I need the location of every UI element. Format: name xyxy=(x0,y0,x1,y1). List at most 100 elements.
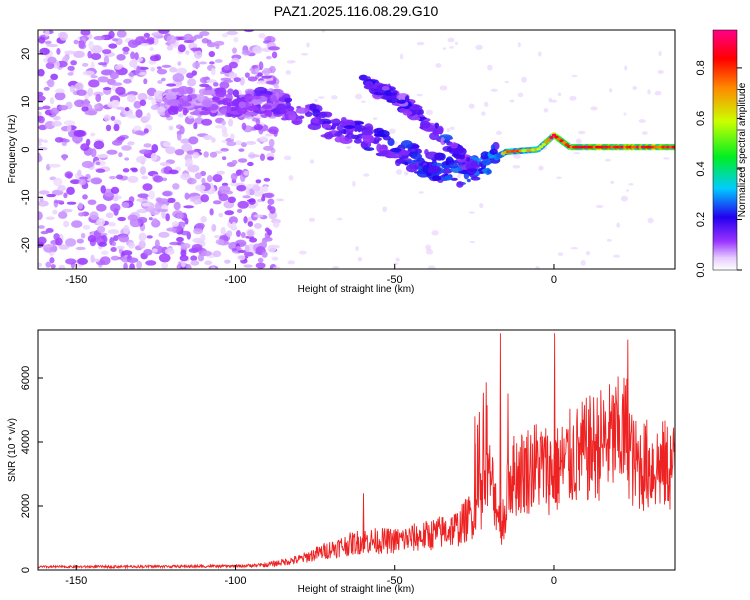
heatmap-cell xyxy=(166,45,174,51)
heatmap-cell xyxy=(75,246,86,251)
heatmap-cell xyxy=(192,152,200,159)
heatmap-cell xyxy=(402,110,413,116)
heatmap-cell xyxy=(671,145,675,149)
heatmap-cell xyxy=(404,161,409,166)
heatmap-cell xyxy=(613,254,621,258)
heatmap-cell xyxy=(176,132,182,141)
heatmap-cell xyxy=(384,90,392,96)
heatmap-cell xyxy=(193,101,204,106)
heatmap-cell xyxy=(159,162,171,167)
heatmap-cell xyxy=(605,158,611,162)
heatmap-cell xyxy=(226,141,237,147)
heatmap-cell xyxy=(87,235,97,243)
heatmap-cell xyxy=(74,99,86,108)
heatmap-cell xyxy=(56,47,61,55)
heatmap-cell xyxy=(387,138,395,147)
heatmap-cell xyxy=(317,96,325,99)
heatmap-cell xyxy=(373,133,384,137)
colorbar-tick-label: 0.0 xyxy=(695,262,707,277)
heatmap-cell xyxy=(180,249,187,257)
heatmap-cell xyxy=(450,142,459,149)
heatmap-cell xyxy=(93,140,105,150)
heatmap-cell xyxy=(624,65,628,71)
heatmap-cell xyxy=(456,181,464,188)
heatmap-cell xyxy=(372,117,378,120)
heatmap-cell xyxy=(285,101,291,109)
heatmap-cell xyxy=(237,200,249,209)
heatmap-cell xyxy=(165,247,175,256)
colorbar: 0.0 0.2 0.4 0.6 0.8 Normalized spectral ampl… xyxy=(695,29,748,278)
heatmap-cell xyxy=(214,234,221,239)
heatmap-cell xyxy=(87,199,97,205)
heatmap-cell xyxy=(308,217,316,222)
heatmap-cell xyxy=(212,200,222,205)
heatmap-cell xyxy=(151,248,158,253)
y-tick-label: 10 xyxy=(20,96,32,108)
heatmap-cell xyxy=(585,250,591,256)
heatmap-cell xyxy=(153,175,164,183)
heatmap-cell xyxy=(193,34,204,39)
heatmap-cell xyxy=(241,49,252,56)
heatmap-cell xyxy=(138,232,147,242)
heatmap-cell xyxy=(220,226,226,236)
heatmap-cell xyxy=(106,149,118,155)
heatmap-cell xyxy=(83,98,90,108)
heatmap-cell xyxy=(110,246,117,253)
heatmap-cell xyxy=(237,255,246,261)
heatmap-cell xyxy=(269,94,277,103)
heatmap-cell xyxy=(309,159,315,164)
heatmap-cell xyxy=(470,160,478,168)
heatmap-cell xyxy=(61,208,73,213)
heatmap-cell xyxy=(143,128,149,134)
heatmap-cell xyxy=(222,132,229,138)
heatmap-cell xyxy=(121,250,133,256)
heatmap-cell xyxy=(137,216,148,224)
heatmap-cell xyxy=(253,214,264,218)
heatmap-cell xyxy=(147,96,154,101)
heatmap-cell xyxy=(244,112,258,116)
heatmap-cell xyxy=(176,236,184,243)
heatmap-cell xyxy=(175,81,183,86)
heatmap-cell xyxy=(203,134,213,140)
heatmap-cell xyxy=(134,130,144,136)
heatmap-cell xyxy=(400,139,413,149)
heatmap-cell xyxy=(51,120,63,127)
heatmap-cell xyxy=(127,114,138,119)
heatmap-cell xyxy=(395,169,403,175)
heatmap-cell xyxy=(46,193,56,198)
heatmap-cell xyxy=(223,79,234,83)
heatmap-cell xyxy=(440,137,446,146)
heatmap-cell xyxy=(557,92,562,97)
heatmap-cell xyxy=(156,66,162,70)
x-tick-label: 0 xyxy=(551,274,557,286)
heatmap-cell xyxy=(50,264,56,269)
heatmap-cell xyxy=(101,250,109,256)
heatmap-cell xyxy=(50,73,59,81)
heatmap-cell xyxy=(221,156,227,161)
heatmap-cell xyxy=(124,157,130,161)
heatmap-cell xyxy=(626,189,630,192)
heatmap-cell xyxy=(273,84,280,89)
heatmap-cell xyxy=(90,254,95,263)
snr-x-label: Height of straight line (km) xyxy=(298,584,415,595)
heatmap-cell xyxy=(136,65,141,74)
heatmap-cell xyxy=(252,46,263,54)
heatmap-cell xyxy=(227,196,236,204)
heatmap-cell xyxy=(82,194,88,200)
heatmap-cell xyxy=(172,183,180,190)
heatmap-cell xyxy=(81,105,89,112)
heatmap-cell xyxy=(210,67,216,76)
heatmap-cell xyxy=(306,42,310,48)
heatmap-cell xyxy=(200,233,206,242)
heatmap-cell xyxy=(184,192,190,200)
heatmap-cell xyxy=(70,60,77,66)
heatmap-cell xyxy=(561,141,567,145)
heatmap-cell xyxy=(38,95,46,102)
heatmap-cell xyxy=(214,124,226,129)
heatmap-cell xyxy=(69,85,76,93)
heatmap-cell xyxy=(185,50,190,55)
heatmap-cell xyxy=(109,71,119,80)
heatmap-cell xyxy=(90,148,97,158)
heatmap-cell xyxy=(255,179,262,184)
heatmap-cell xyxy=(556,176,562,179)
